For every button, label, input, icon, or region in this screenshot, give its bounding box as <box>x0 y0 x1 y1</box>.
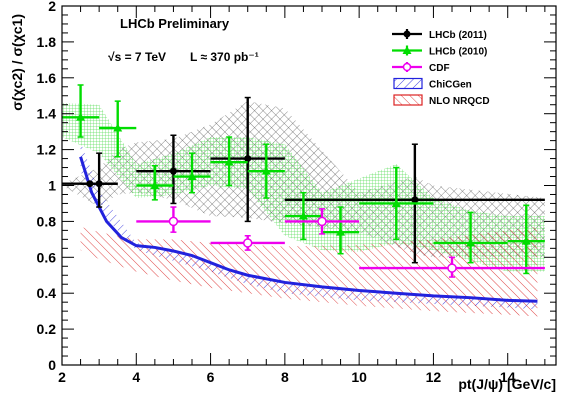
data-point-lhcb-2010--9 <box>433 211 508 264</box>
data-point-lhcb-2010--10 <box>507 204 545 275</box>
y-tick-label: 0 <box>48 357 56 373</box>
marker-triangle <box>224 157 234 166</box>
marker-triangle <box>336 227 346 236</box>
y-tick-label: 1.6 <box>37 70 57 86</box>
data-point-lhcb-2010--0 <box>62 84 100 138</box>
data-point-lhcb-2010--4 <box>210 136 248 187</box>
marker-triangle <box>150 181 160 189</box>
y-tick-label: 2 <box>48 0 56 14</box>
marker-open-circle <box>447 263 457 273</box>
legend-swatch <box>393 77 423 90</box>
x-tick-label: 10 <box>351 369 367 385</box>
y-tick-label: 1.8 <box>37 34 57 50</box>
data-point-lhcb-2010--8 <box>359 166 434 241</box>
legend-marker <box>402 62 412 72</box>
marker-triangle <box>466 238 476 247</box>
legend-item: CDF <box>392 62 450 74</box>
chicgen-line-layer <box>79 156 538 303</box>
data-point-lhcb-2010--3 <box>173 152 211 194</box>
y-tick-label: 0.6 <box>37 249 57 265</box>
legend-label: CDF <box>429 63 450 74</box>
y-tick-label: 1 <box>48 178 56 194</box>
axes-layer: 0 0.2 0.4 0.6 0.8 1 1.2 1.4 1.6 1.8 2 2 4 6 8 10 12 14 <box>37 0 556 385</box>
marker-triangle <box>521 236 531 245</box>
data-point-cdf-2 <box>284 208 360 235</box>
marker-open-circle <box>168 216 179 227</box>
y-tick-label: 0.8 <box>37 213 57 229</box>
marker-open-circle <box>317 216 327 227</box>
data-point-cdf-0 <box>136 206 211 233</box>
legend-label: ChiCGen <box>429 80 472 91</box>
y-axis-title: σ(χc2) / σ(χc1) <box>9 14 25 111</box>
x-axis-title: pt(J/ψ) [GeV/c] <box>458 376 556 392</box>
legend-item: ChiCGen <box>393 77 472 91</box>
marker-triangle <box>391 198 401 207</box>
chart-title: LHCb Preliminary <box>120 16 230 31</box>
legend-label: NLO NRQCD <box>429 96 490 107</box>
data-point-cdf-1 <box>210 235 285 251</box>
legend-item: NLO NRQCD <box>393 94 490 107</box>
x-tick-label: 8 <box>281 369 289 385</box>
band-lhcb-2010-uncertainty-band <box>62 102 545 272</box>
marker-triangle <box>113 123 123 132</box>
marker-circle <box>244 155 252 163</box>
data-point-lhcb-2011--2 <box>136 134 211 205</box>
marker-circle <box>95 180 103 188</box>
marker-triangle <box>187 172 197 181</box>
legend-marker <box>403 30 411 38</box>
x-tick-label: 14 <box>500 369 516 385</box>
marker-triangle <box>298 211 308 220</box>
luminosity-label: L ≈ 370 pb⁻¹ <box>190 50 259 64</box>
marker-triangle <box>76 112 86 121</box>
y-tick-label: 1.2 <box>37 142 57 158</box>
legend-label: LHCb (2010) <box>429 47 487 58</box>
data-point-lhcb-2010--6 <box>284 191 322 241</box>
legend-item: LHCb (2011) <box>392 29 487 41</box>
sqrt-s-label: √s = 7 TeV <box>108 50 166 64</box>
data-point-lhcb-2010--7 <box>322 206 360 255</box>
x-tick-label: 4 <box>132 369 140 385</box>
y-tick-label: 1.4 <box>37 106 57 122</box>
legend: LHCb (2011) LHCb (2010) CDF ChiCGen NLO NRQC… <box>392 29 490 107</box>
y-tick-label: 0.2 <box>37 321 57 337</box>
marker-circle <box>411 196 419 204</box>
x-tick-label: 6 <box>207 369 215 385</box>
legend-swatch <box>393 94 423 106</box>
marker-circle <box>169 167 177 175</box>
chicgen-line <box>79 156 538 303</box>
data-point-lhcb-2010--2 <box>136 165 174 201</box>
data-point-lhcb-2010--5 <box>247 143 285 199</box>
data-point-lhcb-2011--1 <box>80 152 118 208</box>
marker-triangle <box>261 166 271 175</box>
data-points-layer <box>62 84 545 278</box>
data-point-cdf-3 <box>359 256 545 278</box>
data-point-lhcb-2011--3 <box>210 96 285 223</box>
legend-label: LHCb (2011) <box>429 30 487 41</box>
y-tick-label: 0.4 <box>37 285 57 301</box>
marker-open-circle <box>242 238 253 248</box>
x-tick-label: 12 <box>426 369 442 385</box>
legend-marker <box>402 46 412 54</box>
data-point-lhcb-2010--1 <box>99 100 137 158</box>
x-tick-label: 2 <box>58 369 66 385</box>
energy-annotation: √s = 7 TeV L ≈ 370 pb⁻¹ <box>108 50 259 64</box>
legend-item: LHCb (2010) <box>392 45 487 58</box>
